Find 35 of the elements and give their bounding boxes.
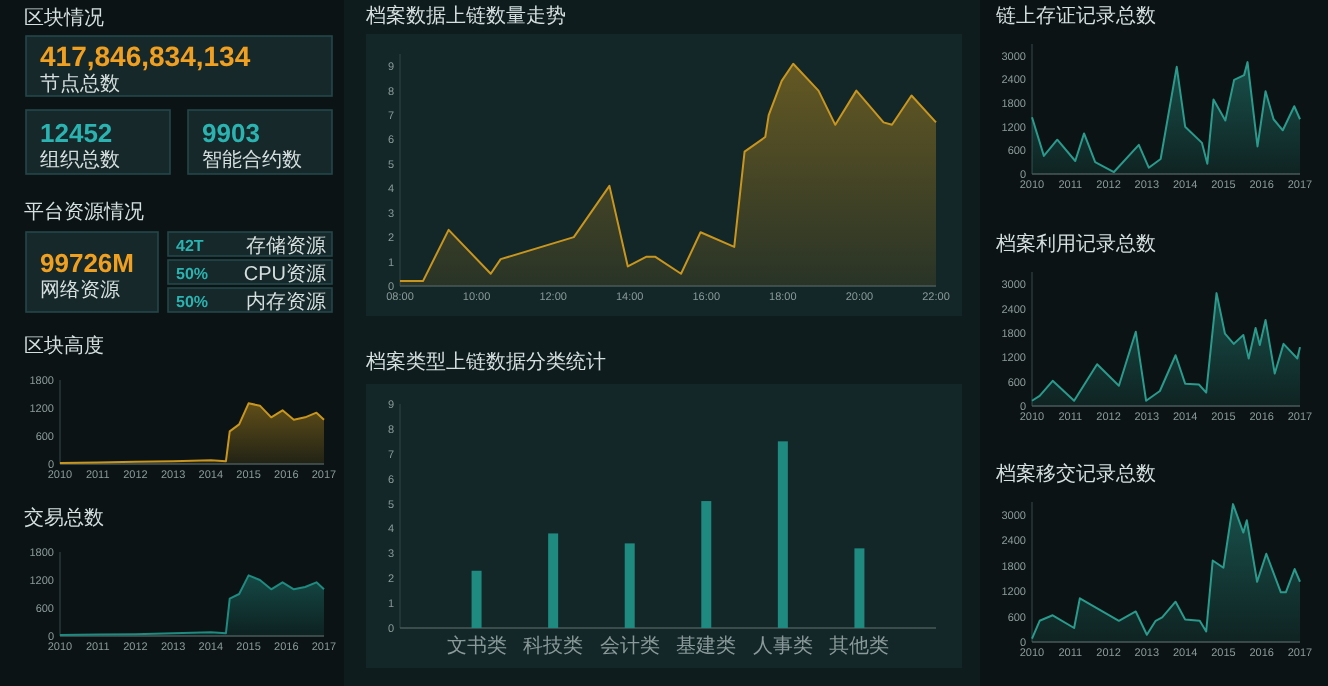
text: 50% bbox=[176, 293, 209, 311]
bar bbox=[471, 570, 482, 628]
chart-title: 区块高度 bbox=[24, 334, 104, 358]
bar bbox=[701, 501, 712, 628]
text: 417,846,834,134 bbox=[40, 40, 251, 72]
text: 区块情况 bbox=[24, 6, 104, 30]
text: 99726M bbox=[40, 248, 134, 278]
text: 网络资源 bbox=[40, 278, 120, 302]
chart-title: 档案数据上链数量走势 bbox=[364, 4, 566, 28]
chart-title: 档案类型上链数据分类统计 bbox=[364, 350, 606, 374]
x-tick-label: 科技类 bbox=[523, 634, 584, 658]
text: 智能合约数 bbox=[202, 148, 302, 172]
text: 节点总数 bbox=[40, 72, 120, 96]
text: 9903 bbox=[202, 118, 260, 148]
x-tick-label: 基建类 bbox=[676, 634, 737, 658]
x-tick-label: 文书类 bbox=[446, 634, 507, 658]
bar bbox=[624, 543, 635, 628]
text: 存储资源 bbox=[246, 234, 326, 258]
x-tick-label: 人事类 bbox=[752, 634, 813, 658]
text: 12452 bbox=[40, 118, 113, 148]
text: CPU资源 bbox=[243, 262, 326, 286]
x-tick-label: 会计类 bbox=[599, 634, 660, 658]
x-tick-label: 其他类 bbox=[829, 634, 890, 658]
text: 平台资源情况 bbox=[24, 200, 144, 224]
bar bbox=[548, 533, 559, 628]
chart-title: 交易总数 bbox=[24, 506, 104, 530]
text: 42T bbox=[176, 237, 204, 255]
chart-title: 链上存证记录总数 bbox=[994, 4, 1156, 28]
chart-title: 档案移交记录总数 bbox=[994, 462, 1156, 486]
text: 50% bbox=[176, 265, 209, 283]
text: 组织总数 bbox=[40, 148, 120, 172]
chart-title: 档案利用记录总数 bbox=[994, 232, 1156, 256]
text: 内存资源 bbox=[246, 290, 326, 314]
bar bbox=[777, 441, 788, 628]
bar bbox=[854, 548, 865, 628]
